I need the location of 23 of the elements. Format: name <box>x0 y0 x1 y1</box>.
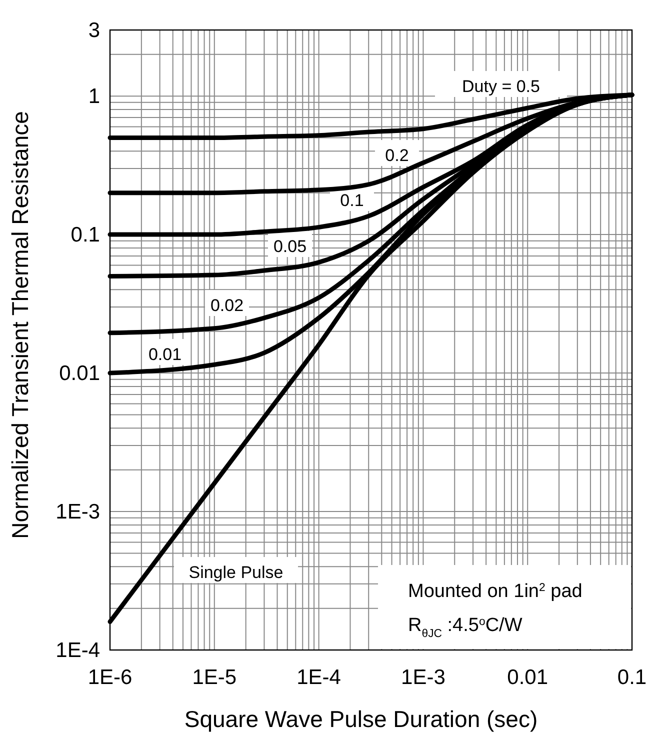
series-label: 0.05 <box>273 237 307 256</box>
series-label: 0.1 <box>340 191 364 210</box>
x-tick-label: 0.1 <box>617 666 647 689</box>
x-tick-label: 1E-4 <box>296 666 342 689</box>
x-tick-label: 1E-5 <box>192 666 237 689</box>
series-label: Single Pulse <box>188 563 284 582</box>
x-tick-label: 1E-6 <box>88 666 132 689</box>
y-axis-title: Normalized Transient Thermal Resistance <box>7 111 33 539</box>
annotation: Mounted on 1in$^{2}$ pad <box>408 581 582 602</box>
y-tick-label: 1E-4 <box>56 639 100 662</box>
y-tick-label: 0.01 <box>59 362 100 386</box>
x-axis-title: Square Wave Pulse Duration (sec) <box>184 706 538 732</box>
y-tick-label: 0.1 <box>70 224 100 247</box>
y-tick-label: 1 <box>88 85 100 108</box>
annotation: R$_{θJC}$ :4.5$^{o}$C/W <box>408 615 522 640</box>
series-label: 0.01 <box>148 345 182 364</box>
y-tick-label: 3 <box>88 19 100 42</box>
x-tick-label: 1E-3 <box>401 666 446 689</box>
y-tick-label: 1E-3 <box>56 500 100 524</box>
series-label: Duty = 0.5 <box>462 77 540 96</box>
series-label: 0.02 <box>210 296 244 315</box>
series-label: 0.2 <box>385 146 409 165</box>
x-tick-label: 0.01 <box>507 666 548 689</box>
